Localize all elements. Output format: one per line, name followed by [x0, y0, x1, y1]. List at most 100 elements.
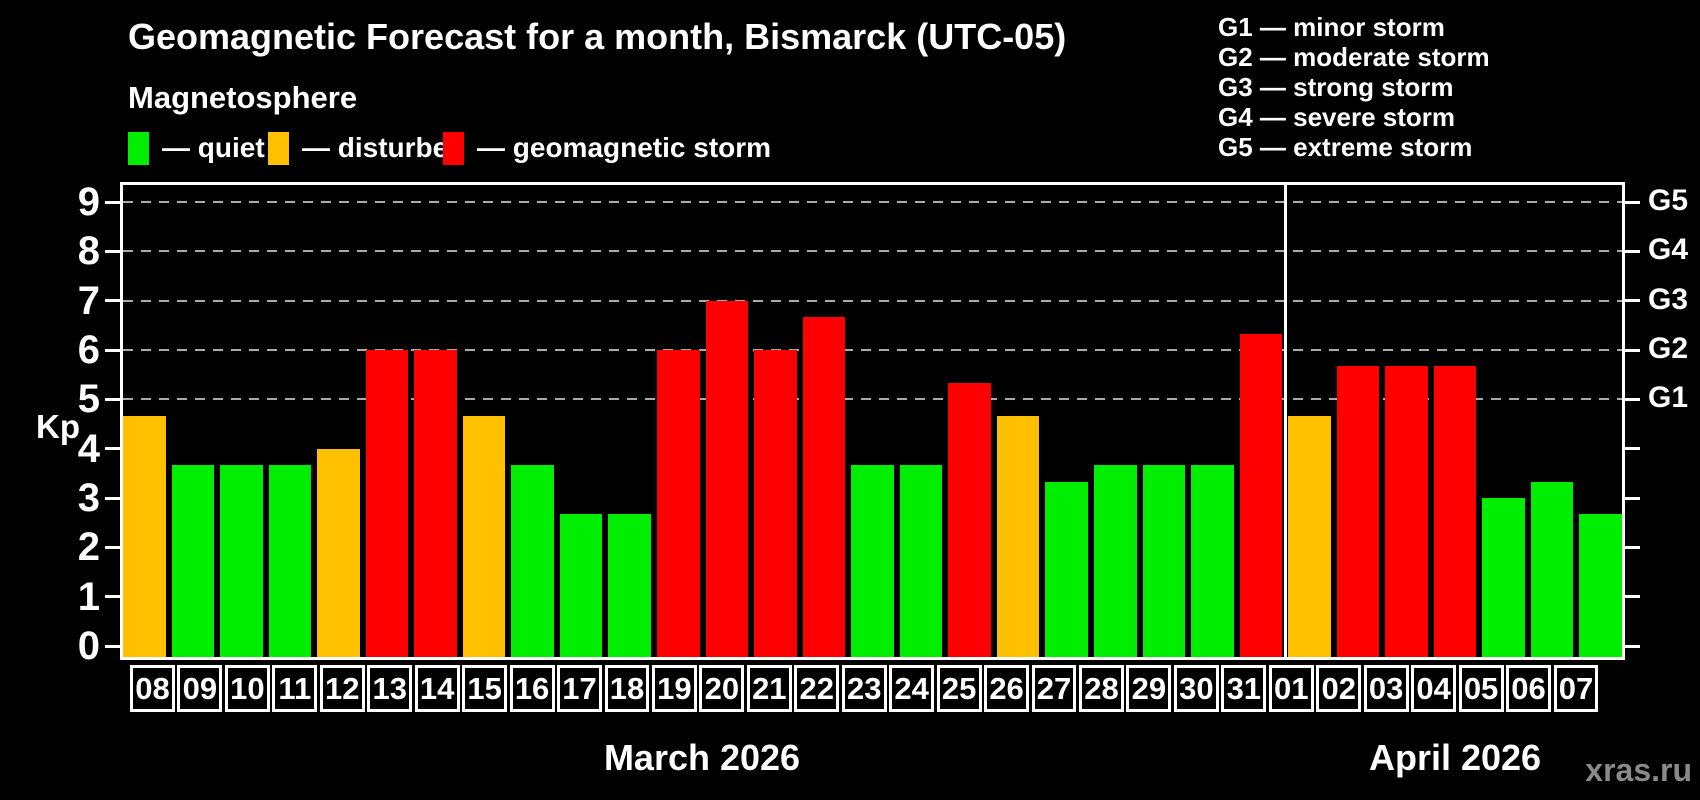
legend-label-quiet: — quiet — [162, 132, 265, 163]
month-label-march: March 2026 — [603, 737, 801, 778]
kp-bar-day-21 — [754, 350, 797, 660]
kp-axis-title: Kp — [36, 408, 80, 445]
kp-bar-day-23 — [851, 464, 894, 660]
date-cell: 21 — [746, 665, 792, 712]
month-separator — [1283, 182, 1287, 660]
kp-gridline — [123, 398, 1622, 401]
right-axis-tick — [1625, 496, 1640, 500]
date-cell: 30 — [1173, 665, 1219, 712]
right-axis-tick — [1625, 644, 1640, 648]
kp-bar-day-16 — [511, 464, 554, 660]
date-cell: 15 — [462, 665, 508, 712]
date-cell: 29 — [1126, 665, 1172, 712]
date-cell: 22 — [794, 665, 840, 712]
right-axis-tick — [1625, 348, 1640, 352]
chart-title: Geomagnetic Forecast for a month, Bismar… — [128, 16, 1067, 57]
right-axis-tick — [1625, 249, 1640, 253]
kp-bar-day-27 — [1045, 481, 1088, 660]
right-axis-tick — [1625, 299, 1640, 303]
g-level-label: G1 — [1648, 381, 1689, 415]
right-axis-tick — [1625, 200, 1640, 204]
kp-bar-day-24 — [899, 464, 943, 660]
kp-gridline — [123, 349, 1622, 352]
date-cell: 18 — [604, 665, 650, 712]
date-cell: 04 — [1411, 665, 1457, 712]
date-cell: 26 — [984, 665, 1030, 712]
date-cell: 02 — [1316, 665, 1362, 712]
date-cell: 17 — [557, 665, 602, 712]
y-axis-tick-label: 5 — [77, 377, 100, 422]
y-axis-tick-label: 4 — [77, 426, 100, 471]
legend-item-storm: — geomagnetic storm — [443, 130, 771, 166]
chart-subtitle: Magnetosphere — [128, 80, 358, 115]
g-level-label: G3 — [1648, 282, 1689, 316]
y-axis-tick-label: 8 — [77, 229, 100, 274]
right-axis-tick — [1625, 595, 1640, 599]
y-axis-tick — [105, 348, 120, 352]
kp-bar-day-26 — [996, 415, 1040, 660]
g-legend-row: G4 — severe storm — [1218, 102, 1456, 132]
date-cell: 05 — [1458, 665, 1504, 712]
kp-bar-day-29 — [1142, 464, 1186, 660]
date-cell: 23 — [841, 665, 887, 712]
y-axis-tick — [105, 397, 120, 401]
date-cell: 03 — [1363, 665, 1409, 712]
legend-item-quiet: — quiet — [128, 130, 265, 166]
quiet-color-swatch — [128, 131, 149, 165]
date-cell: 12 — [319, 665, 365, 712]
y-axis-tick-label: 2 — [77, 525, 100, 570]
kp-bar-day-08 — [123, 415, 166, 660]
kp-bar-day-12 — [317, 448, 360, 660]
y-axis-tick-label: 1 — [77, 574, 100, 619]
date-cell: 20 — [699, 665, 745, 712]
date-cell: 13 — [367, 665, 413, 712]
g-level-label: G2 — [1648, 332, 1689, 366]
kp-gridline — [123, 250, 1622, 253]
g-scale-legend: G1 — minor storm G2 — moderate storm G3 — … — [1218, 12, 1490, 162]
legend-item-disturbed: — disturbed — [268, 130, 465, 166]
date-cell: 27 — [1031, 665, 1077, 712]
y-axis-tick — [105, 644, 120, 648]
kp-bar-day-19 — [657, 350, 700, 660]
right-axis-tick — [1625, 447, 1640, 451]
y-axis-tick — [105, 545, 120, 549]
legend-label-disturbed: — disturbed — [302, 132, 466, 163]
date-cell: 19 — [651, 665, 697, 712]
kp-bar-day-20 — [705, 300, 749, 660]
date-cell: 31 — [1221, 665, 1267, 712]
g-legend-row: G2 — moderate storm — [1218, 42, 1490, 72]
y-axis-tick-label: 7 — [77, 278, 100, 323]
date-cell: 25 — [936, 665, 982, 712]
kp-bar-day-13 — [365, 350, 409, 660]
kp-bar-day-22 — [802, 316, 846, 660]
y-axis-tick-label: 3 — [77, 476, 100, 520]
month-label-april: April 2026 — [1368, 737, 1542, 778]
date-cell: 24 — [889, 665, 935, 712]
kp-bar-day-30 — [1191, 464, 1234, 660]
kp-gridline — [123, 201, 1622, 204]
right-axis-tick — [1625, 397, 1640, 401]
g-legend-row: G3 — strong storm — [1218, 72, 1454, 102]
y-axis-tick-label: 0 — [77, 624, 100, 668]
kp-bar-day-10 — [220, 464, 263, 660]
y-axis-tick-label: 6 — [77, 328, 100, 373]
legend-label-storm: — geomagnetic storm — [477, 132, 772, 163]
kp-bar-day-03 — [1385, 366, 1428, 660]
date-cell: 28 — [1079, 665, 1124, 712]
g-legend-row: G5 — extreme storm — [1218, 132, 1473, 162]
kp-bar-day-05 — [1482, 498, 1525, 660]
y-axis-tick — [105, 200, 120, 204]
kp-bar-day-04 — [1433, 366, 1477, 660]
date-cell: 11 — [272, 665, 318, 712]
kp-bar-day-06 — [1530, 481, 1574, 660]
kp-bar-day-11 — [268, 464, 312, 660]
g-level-label: G5 — [1648, 184, 1689, 218]
kp-bar-day-31 — [1239, 333, 1283, 660]
date-cell: 08 — [130, 665, 175, 712]
disturbed-color-swatch — [268, 131, 289, 165]
y-axis-tick — [105, 249, 120, 253]
g-level-label: G4 — [1648, 233, 1689, 267]
date-cell: 14 — [414, 665, 460, 712]
kp-bar-day-25 — [948, 383, 991, 660]
